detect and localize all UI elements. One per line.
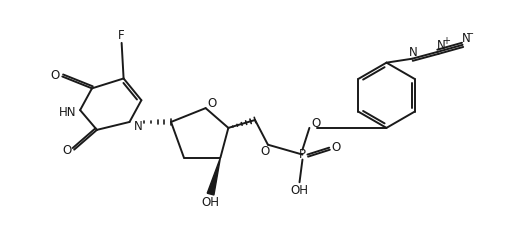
Text: +: + [442,36,450,46]
Text: N: N [462,32,471,46]
Text: O: O [51,69,60,82]
Text: O: O [207,97,216,110]
Text: O: O [260,145,269,158]
Text: −: − [466,29,475,39]
Text: OH: OH [202,196,220,210]
Text: O: O [331,141,341,154]
Text: OH: OH [291,184,309,197]
Text: O: O [63,144,72,157]
Polygon shape [207,158,220,195]
Text: N: N [409,46,418,59]
Text: F: F [118,29,125,42]
Text: HN: HN [58,105,76,118]
Text: N: N [436,39,445,52]
Text: O: O [312,118,321,130]
Text: N: N [133,120,142,133]
Text: P: P [299,148,306,161]
